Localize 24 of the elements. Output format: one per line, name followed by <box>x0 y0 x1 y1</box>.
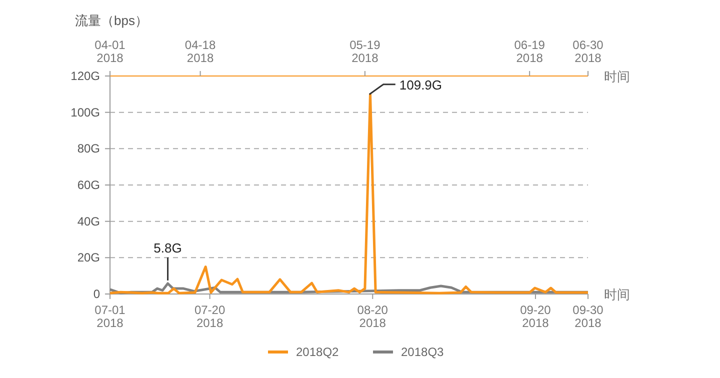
y-tick-label: 80G <box>77 142 100 156</box>
x2-tick-label: 06-30 2018 <box>572 38 604 66</box>
x-tick-label: 09-20 2018 <box>520 303 552 330</box>
x2-tick-label: 04-01 2018 <box>94 38 126 66</box>
y-axis-title: 流量（bps） <box>75 13 148 28</box>
y-tick-label: 60G <box>77 178 100 192</box>
legend-label: 2018Q3 <box>401 345 444 359</box>
y-tick-label: 0 <box>93 287 100 301</box>
annotation: 5.8G <box>154 240 182 256</box>
y-tick-label: 120G <box>70 69 100 83</box>
x2-tick-label: 06-19 2018 <box>514 38 546 66</box>
x-axis-title: 时间 <box>604 287 630 302</box>
x-tick-label: 08-20 2018 <box>357 303 388 330</box>
x-tick-label: 07-01 2018 <box>94 303 126 330</box>
x-tick-label: 09-30 2018 <box>572 303 604 330</box>
legend-label: 2018Q2 <box>296 345 340 359</box>
x2-axis-title: 时间 <box>604 69 630 84</box>
x-tick-label: 07-20 2018 <box>194 303 226 330</box>
y-tick-label: 40G <box>77 214 100 228</box>
x2-tick-label: 05-19 2018 <box>350 38 381 66</box>
y-tick-label: 100G <box>70 105 100 120</box>
x2-tick-label: 04-18 2018 <box>184 38 216 66</box>
annotation: 109.9G <box>399 77 442 92</box>
y-tick-label: 20G <box>77 250 100 265</box>
